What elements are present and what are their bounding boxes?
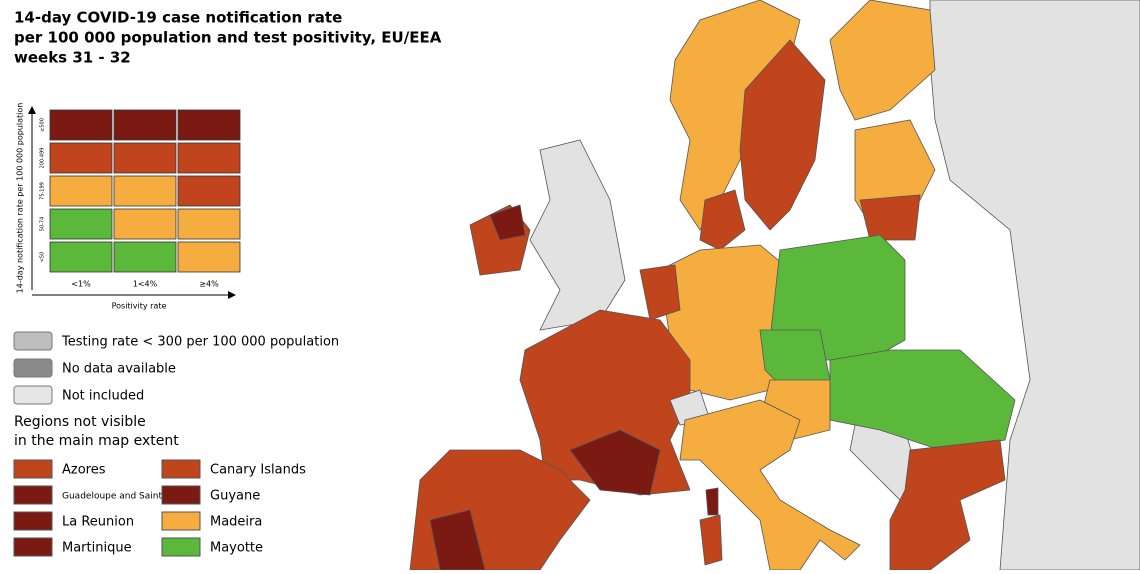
row-label: <50 (40, 252, 46, 263)
row-label: 75-199 (40, 182, 46, 200)
region-label: Canary Islands (210, 463, 306, 478)
regions-title: Regions not visible (14, 414, 146, 430)
title-line: weeks 31 - 32 (14, 49, 131, 67)
region-label: Madeira (210, 515, 262, 530)
legend-label: Not included (62, 389, 144, 404)
column-label: 1<4% (133, 280, 158, 289)
matrix-cell (177, 109, 241, 141)
matrix-cell (49, 241, 113, 273)
row-label: ≥500 (40, 118, 46, 132)
legend-swatch (13, 358, 53, 378)
region-label: Guyane (210, 489, 260, 504)
matrix-x-label: Positivity rate (112, 302, 167, 311)
region-swatch (161, 511, 201, 531)
region-label: Mayotte (210, 541, 263, 556)
matrix-cell (177, 208, 241, 240)
map (409, 0, 1140, 571)
region-swatch (161, 459, 201, 479)
legend-swatch (13, 385, 53, 405)
title-line: 14-day COVID-19 case notification rate (14, 9, 342, 27)
region-swatch (13, 511, 53, 531)
column-label: ≥4% (199, 280, 219, 289)
matrix-cell (177, 142, 241, 174)
matrix-cell (177, 175, 241, 207)
region-swatch (13, 537, 53, 557)
row-label: 200-499 (40, 148, 46, 169)
matrix-cell (113, 175, 177, 207)
legend-label: No data available (62, 362, 176, 377)
column-label: <1% (71, 280, 91, 289)
regions-title: in the main map extent (14, 433, 179, 449)
region-swatch (161, 537, 201, 557)
matrix-cell (113, 109, 177, 141)
region-swatch (13, 459, 53, 479)
matrix-cell (49, 175, 113, 207)
matrix-cell (49, 109, 113, 141)
matrix: ≥500 200-499 75-199 50-74 <50 <1% 1<4% ≥4% (40, 109, 241, 289)
regions: Azores Canary Islands Guadeloupe and Saint… (13, 459, 306, 557)
arrow-head (228, 291, 236, 299)
region-swatch (13, 485, 53, 505)
region-label: Guadeloupe and Saint Martin (62, 492, 194, 502)
row-label: 50-74 (40, 217, 46, 232)
matrix-y-label: 14-day notification rate per 100 000 pop… (16, 103, 25, 294)
arrow-head (28, 106, 36, 114)
legend: Testing rate < 300 per 100 000 populatio… (13, 331, 339, 405)
region-label: Azores (62, 463, 106, 478)
region-swatch (161, 485, 201, 505)
title-line: per 100 000 population and test positivi… (14, 29, 442, 47)
matrix-cell (49, 208, 113, 240)
matrix-cell (113, 142, 177, 174)
matrix-cell (49, 142, 113, 174)
legend-swatch (13, 331, 53, 351)
matrix-cell (113, 241, 177, 273)
matrix-cell (113, 208, 177, 240)
region-label: La Reunion (62, 515, 134, 530)
region-label: Martinique (62, 541, 132, 556)
matrix-cell (177, 241, 241, 273)
legend-label: Testing rate < 300 per 100 000 populatio… (61, 335, 339, 350)
